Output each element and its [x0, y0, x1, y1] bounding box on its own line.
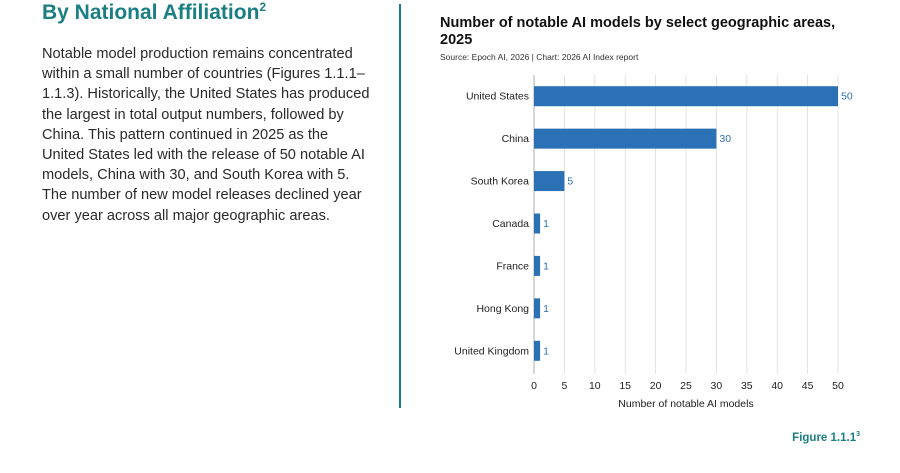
x-tick-label: 10 — [589, 380, 601, 392]
data-label: 1 — [543, 218, 549, 230]
x-tick-label: 45 — [802, 380, 814, 392]
category-label: France — [496, 260, 529, 272]
x-tick-label: 50 — [832, 380, 844, 392]
data-label: 1 — [543, 303, 549, 315]
data-label: 1 — [543, 345, 549, 357]
data-label: 50 — [841, 91, 853, 103]
x-tick-label: 20 — [650, 380, 662, 392]
category-label: Hong Kong — [476, 303, 529, 315]
bar — [534, 213, 541, 234]
x-tick-label: 30 — [711, 380, 723, 392]
section-heading-text: By National Affiliation — [42, 1, 260, 24]
x-tick-label: 35 — [741, 380, 753, 392]
bar — [534, 255, 541, 276]
section-heading: By National Affiliation2 — [42, 0, 372, 26]
chart-grid — [533, 75, 839, 374]
category-label: China — [502, 133, 530, 145]
chart-title: Number of notable AI models by select ge… — [440, 15, 836, 48]
category-label: South Korea — [471, 176, 530, 188]
category-label: United Kingdom — [454, 345, 529, 357]
data-label: 5 — [567, 176, 573, 188]
x-axis-label: Number of notable AI models — [618, 398, 753, 410]
x-tick-label: 15 — [619, 380, 631, 392]
category-labels: United States China South Korea Canada Franc… — [454, 91, 529, 358]
x-tick-label: 40 — [771, 380, 783, 392]
bar — [534, 340, 541, 361]
figure-label-footnote: 3 — [856, 431, 860, 439]
bar — [534, 171, 565, 192]
x-tick-label: 25 — [680, 380, 692, 392]
bar — [534, 128, 717, 149]
chart-bars — [534, 86, 838, 361]
category-label: United States — [466, 91, 529, 103]
figure-label-text: Figure 1.1.1 — [792, 432, 857, 444]
data-label: 30 — [719, 133, 731, 145]
value-labels: 50 30 5 1 1 1 1 — [543, 91, 853, 358]
section-heading-footnote: 2 — [259, 0, 267, 14]
column-divider — [399, 4, 401, 408]
x-tick-labels: 0 5 10 15 20 25 30 35 40 45 50 — [531, 380, 844, 392]
x-tick-label: 0 — [531, 380, 537, 392]
bar — [534, 298, 541, 319]
text-column: By National Affiliation2 Notable model p… — [42, 0, 372, 226]
section-body: Notable model production remains concent… — [42, 46, 370, 224]
x-tick-label: 5 — [561, 380, 567, 392]
bar — [534, 86, 838, 107]
figure-label: Figure 1.1.13 — [792, 431, 860, 444]
data-label: 1 — [543, 260, 549, 272]
category-label: Canada — [492, 218, 529, 230]
chart-source: Source: Epoch AI, 2026 | Chart: 2026 AI … — [440, 52, 639, 62]
